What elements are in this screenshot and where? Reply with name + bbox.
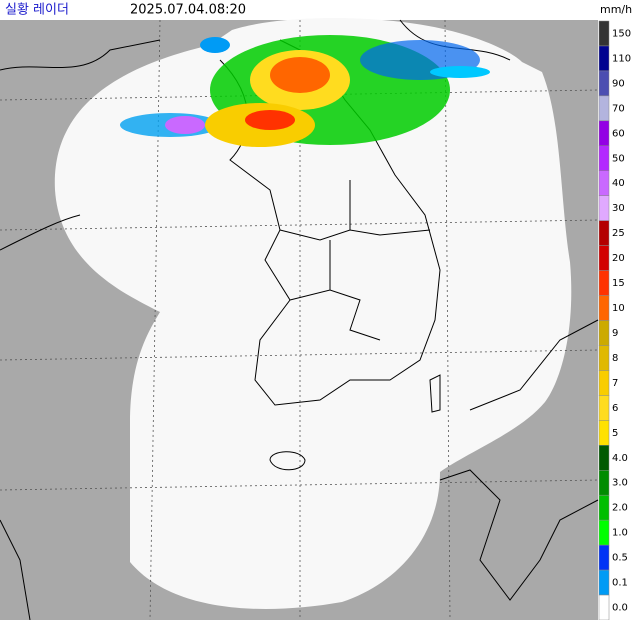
grid-lines [0, 19, 599, 620]
precipitation-echoes [120, 35, 490, 147]
legend-swatch [598, 395, 610, 421]
legend-label: 40 [612, 178, 625, 189]
legend-label: 30 [612, 203, 625, 214]
echo [270, 57, 330, 93]
legend-label: 15 [612, 278, 625, 289]
legend-label: 7 [612, 378, 618, 389]
legend-label: 150 [612, 28, 631, 39]
legend: 150 110 90 70 60 50 40 30 25 20 15 10 9 8 7 6 5 4.0 3.0 2.0… [598, 20, 631, 620]
legend-label: 0.0 [612, 603, 628, 614]
legend-label: 5 [612, 428, 618, 439]
legend-swatch [598, 320, 610, 346]
legend-label: 60 [612, 128, 625, 139]
legend-label: 1.0 [612, 528, 628, 539]
title: 실황 레이더 [5, 3, 69, 18]
legend-swatch [598, 245, 610, 271]
legend-label: 4.0 [612, 453, 628, 464]
legend-label: 25 [612, 228, 625, 239]
unit: mm/h [600, 3, 632, 16]
legend-swatch [598, 120, 610, 147]
legend-swatch [598, 95, 610, 122]
legend-label: 110 [612, 53, 631, 64]
radar-coverage [54, 18, 572, 609]
legend-swatch [598, 519, 610, 546]
legend-label: 20 [612, 253, 625, 264]
legend-label: 70 [612, 103, 625, 114]
legend-swatch [598, 295, 610, 321]
province-boundaries [279, 180, 431, 341]
timestamp: 2025.07.04.08:20 [130, 3, 246, 18]
legend-swatch [598, 420, 610, 446]
legend-swatch [598, 45, 610, 72]
legend-label: 2.0 [612, 503, 628, 514]
legend-swatch [598, 170, 610, 196]
legend-swatch [598, 370, 610, 396]
echo [165, 116, 205, 134]
header-bar [0, 0, 635, 20]
legend-swatch [598, 569, 610, 596]
legend-label: 0.5 [612, 553, 628, 564]
echo [430, 66, 490, 78]
legend-swatch [598, 470, 610, 496]
legend-swatch [598, 345, 610, 371]
legend-label: 0.1 [612, 578, 628, 589]
legend-swatch [598, 494, 610, 521]
legend-swatch [598, 70, 610, 97]
legend-swatch [598, 20, 610, 47]
legend-label: 8 [612, 353, 618, 364]
legend-swatch [598, 220, 610, 246]
legend-swatch [598, 195, 610, 221]
legend-swatch [598, 594, 610, 620]
legend-swatch [598, 145, 610, 172]
legend-label: 50 [612, 153, 625, 164]
legend-label: 3.0 [612, 478, 628, 489]
legend-label: 10 [612, 303, 625, 314]
legend-label: 9 [612, 328, 618, 339]
legend-swatch [598, 445, 610, 471]
legend-label: 6 [612, 403, 618, 414]
legend-label: 90 [612, 78, 625, 89]
legend-swatch [598, 270, 610, 296]
echo [200, 37, 230, 53]
legend-swatch [598, 544, 610, 571]
echo [245, 110, 295, 130]
